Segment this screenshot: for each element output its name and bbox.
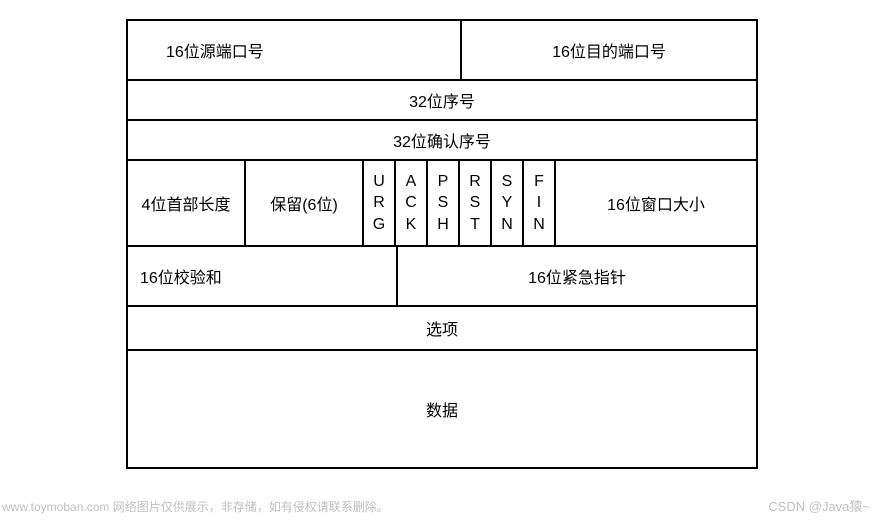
row-flags: 4位首部长度 保留(6位) U R G A C K P S H R S T S …	[128, 161, 756, 247]
reserved-cell: 保留(6位)	[246, 161, 364, 245]
row-data: 数据	[128, 351, 756, 469]
flag-rst: R S T	[460, 161, 492, 245]
flag-syn: S Y N	[492, 161, 524, 245]
flag-psh: P S H	[428, 161, 460, 245]
flag-fin: F I N	[524, 161, 556, 245]
tcp-header-diagram: 16位源端口号 16位目的端口号 32位序号 32位确认序号 4位首部长度 保留…	[126, 19, 758, 469]
data-cell: 数据	[128, 351, 756, 467]
ack-number-cell: 32位确认序号	[128, 121, 756, 159]
sequence-number-cell: 32位序号	[128, 81, 756, 119]
header-length-cell: 4位首部长度	[128, 161, 246, 245]
options-cell: 选项	[128, 307, 756, 349]
window-size-cell: 16位窗口大小	[556, 161, 756, 245]
row-seq: 32位序号	[128, 81, 756, 121]
flag-urg: U R G	[364, 161, 396, 245]
footer-right-text: CSDN @Java猿~	[768, 496, 870, 515]
urgent-pointer-cell: 16位紧急指针	[398, 247, 756, 305]
footer-left-text: www.toymoban.com 网络图片仅供展示，非存储，如有侵权请联系删除。	[2, 498, 389, 515]
row-options: 选项	[128, 307, 756, 351]
checksum-cell: 16位校验和	[128, 247, 398, 305]
row-ack: 32位确认序号	[128, 121, 756, 161]
flag-ack: A C K	[396, 161, 428, 245]
source-port-cell: 16位源端口号	[128, 21, 462, 79]
dest-port-cell: 16位目的端口号	[462, 21, 756, 79]
row-checksum: 16位校验和 16位紧急指针	[128, 247, 756, 307]
row-ports: 16位源端口号 16位目的端口号	[128, 21, 756, 81]
